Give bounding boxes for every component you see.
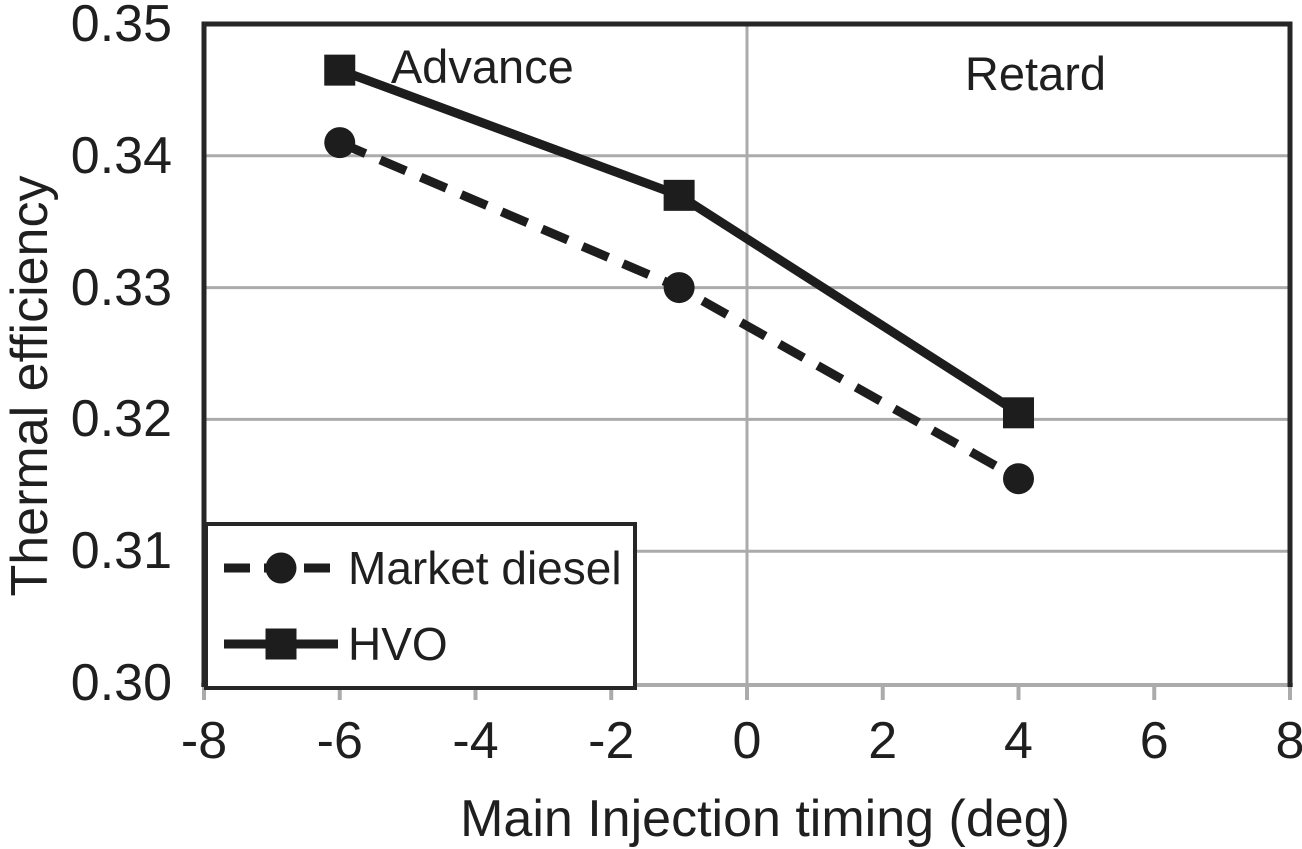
- x-tick-label: 8: [1275, 712, 1302, 770]
- y-tick-label: 0.33: [70, 258, 172, 317]
- y-tick-label: 0.31: [70, 522, 172, 581]
- x-tick-label: 6: [1139, 712, 1169, 770]
- x-tick-label: 2: [868, 712, 898, 770]
- series-line-hvo: [338, 65, 1021, 417]
- legend-item-hvo: HVO: [208, 621, 633, 667]
- x-tick-label: 4: [1004, 712, 1033, 770]
- data-point-square: [324, 54, 356, 86]
- data-point-square: [1003, 397, 1034, 429]
- plot-border: [201, 21, 1293, 687]
- legend-label-market-diesel: Market diesel: [348, 542, 622, 594]
- x-tick-label: -8: [180, 712, 228, 770]
- data-point-circle: [1003, 463, 1034, 495]
- dashed-line-circle-marker-icon: [222, 545, 340, 591]
- x-tick-label: -4: [452, 712, 499, 770]
- x-tick-label: -6: [316, 712, 363, 770]
- x-axis-title: Main Injection timing (deg): [460, 790, 1070, 848]
- x-tick-label: -2: [588, 712, 635, 770]
- y-tick-label: 0.35: [70, 0, 172, 53]
- y-tick-label: 0.30: [70, 654, 172, 712]
- data-point-circle: [663, 272, 695, 304]
- data-point-square: [663, 179, 695, 211]
- x-tick-label: 0: [732, 712, 762, 770]
- data-point-circle: [324, 127, 356, 159]
- legend-label-hvo: HVO: [348, 618, 448, 670]
- solid-line-square-marker-icon: [222, 621, 340, 667]
- annotation-advance: Advance: [390, 40, 574, 94]
- annotation-retard: Retard: [964, 47, 1107, 101]
- legend: Market diesel HVO: [204, 522, 637, 690]
- legend-item-market-diesel: Market diesel: [208, 545, 633, 591]
- y-tick-label: 0.34: [70, 126, 172, 185]
- y-tick-label: 0.32: [70, 390, 172, 449]
